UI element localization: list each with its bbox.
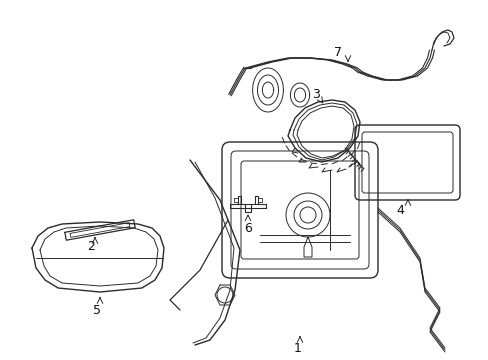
Text: 2: 2 <box>87 239 95 252</box>
Text: 5: 5 <box>93 303 101 316</box>
Text: 7: 7 <box>333 45 341 58</box>
Text: 4: 4 <box>395 203 403 216</box>
Text: 1: 1 <box>293 342 301 355</box>
Text: 6: 6 <box>244 221 251 234</box>
Text: 3: 3 <box>311 89 319 102</box>
